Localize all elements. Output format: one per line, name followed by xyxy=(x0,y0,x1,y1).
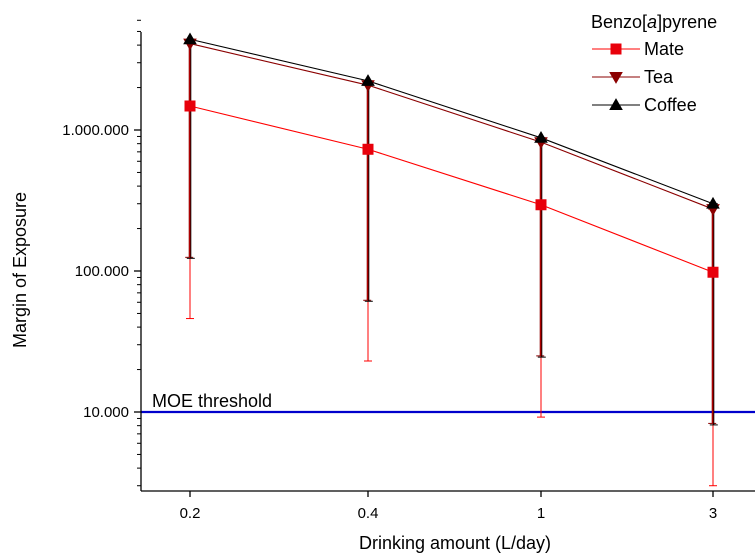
x-tick-label: 0.4 xyxy=(358,505,379,522)
x-axis-title: Drinking amount (L/day) xyxy=(359,533,551,553)
series-lines-layer xyxy=(189,38,714,273)
point-mate xyxy=(362,143,374,155)
y-tick-label: 1.000.000 xyxy=(62,122,129,139)
legend-label-coffee: Coffee xyxy=(644,95,697,115)
error-bars-layer xyxy=(185,38,718,487)
point-mate xyxy=(707,266,719,278)
legend-label-tea: Tea xyxy=(644,67,674,87)
y-axis-title: Margin of Exposure xyxy=(10,192,30,348)
point-mate xyxy=(535,199,547,211)
legend: Benzo[a]pyrene Mate Tea Coffee xyxy=(591,12,717,115)
legend-marker-coffee xyxy=(609,98,623,110)
point-coffee xyxy=(534,131,548,143)
point-mate xyxy=(184,100,196,112)
y-tick-label: 100.000 xyxy=(75,263,129,280)
x-tick-label: 0.2 xyxy=(180,505,201,522)
legend-marker-tea xyxy=(609,72,623,84)
threshold-layer: MOE threshold xyxy=(141,391,755,414)
point-coffee xyxy=(361,74,375,86)
markers-layer xyxy=(183,32,720,278)
legend-title: Benzo[a]pyrene xyxy=(591,12,717,32)
series-line-tea xyxy=(189,43,714,210)
series-line-coffee xyxy=(189,38,714,205)
point-coffee xyxy=(183,32,197,45)
x-tick-label: 1 xyxy=(537,505,545,522)
series-line-mate xyxy=(189,105,714,273)
y-tick-label: 10.000 xyxy=(83,404,129,421)
axes-layer: 10.000 100.000 1.000.000 0.2 0.4 1 3 xyxy=(62,19,755,522)
legend-label-mate: Mate xyxy=(644,39,684,59)
x-tick-label: 3 xyxy=(709,505,717,522)
legend-marker-mate xyxy=(610,43,622,55)
moe-threshold-label: MOE threshold xyxy=(152,391,272,411)
point-coffee xyxy=(706,196,720,209)
